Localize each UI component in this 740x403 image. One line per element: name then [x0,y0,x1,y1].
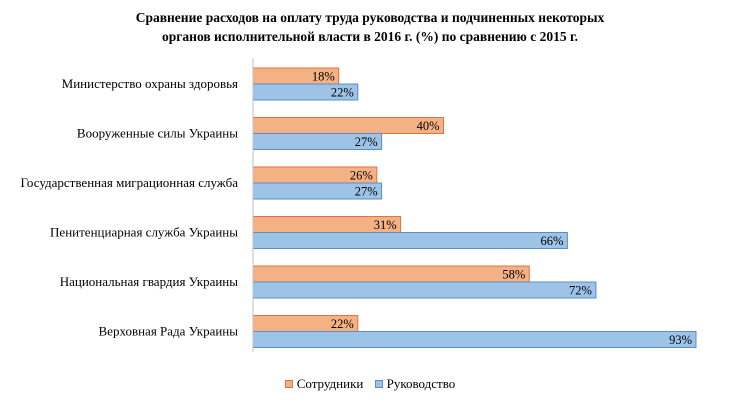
data-label: 31% [374,218,397,232]
bar [252,331,697,348]
data-label: 66% [540,234,563,248]
data-label: 22% [331,317,354,331]
category-label: Государственная миграционная служба [21,175,239,190]
bar [252,117,445,134]
bar [252,265,530,283]
bar [252,281,597,299]
data-label: 40% [417,119,440,133]
bar [252,232,568,249]
legend-swatch-management [374,380,383,388]
legend-label-employees: Сотрудники [296,376,364,391]
data-label: 26% [350,169,373,183]
data-label: 27% [355,135,378,149]
category-label: Пенитенциарная служба Украины [50,225,238,240]
legend-item-management: Руководство [374,376,456,392]
data-label: 58% [502,268,525,282]
category-label: Национальная гвардия Украины [60,274,239,289]
legend-label-management: Руководство [386,376,456,391]
legend: Сотрудники Руководство [0,376,740,392]
data-label: 93% [669,333,692,347]
category-label: Верховная Рада Украины [99,324,239,339]
chart-title-line-2: органов исполнительной власти в 2016 г. … [162,29,578,44]
category-label: Вооруженные силы Украины [77,126,238,141]
data-label: 22% [331,86,354,100]
legend-item-employees: Сотрудники [284,376,364,392]
data-label: 27% [355,185,378,199]
data-label: 72% [569,284,592,298]
legend-swatch-employees [284,380,293,388]
data-label: 18% [312,70,335,84]
chart-title-line-1: Сравнение расходов на оплату труда руков… [135,10,605,25]
category-label: Министерство охраны здоровья [62,76,238,91]
chart-title: Сравнение расходов на оплату труда руков… [0,8,740,46]
